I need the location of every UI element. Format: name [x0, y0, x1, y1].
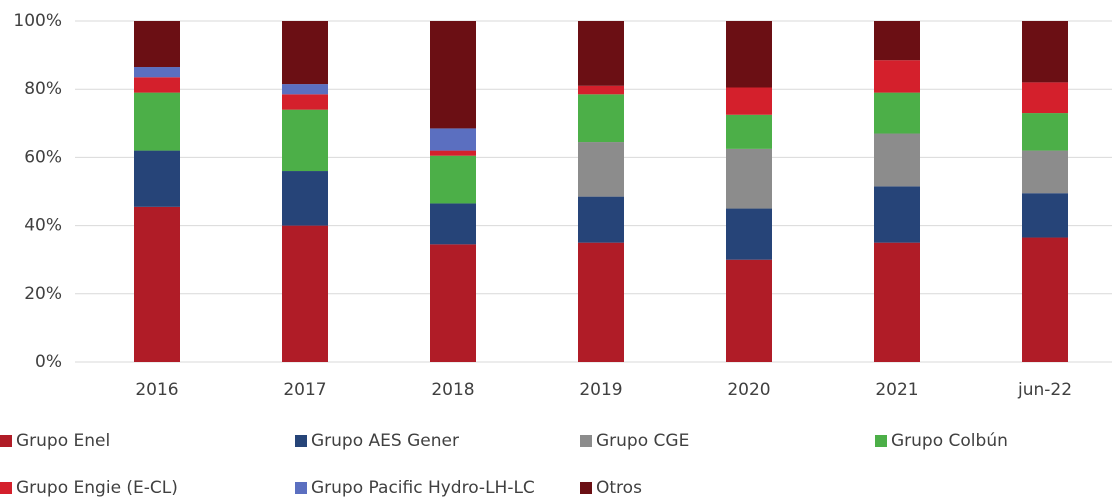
legend-swatch: [580, 435, 592, 447]
bar-segment: [874, 21, 920, 61]
bar-segment: [282, 109, 328, 172]
bar-segment: [726, 87, 772, 115]
legend-label: Grupo Pacific Hydro-LH-LC: [311, 478, 535, 498]
bar-segment: [874, 186, 920, 243]
y-tick-label: 60%: [24, 147, 62, 167]
legend-label: Grupo Enel: [16, 431, 110, 451]
bar-segment: [726, 148, 772, 209]
y-tick-label: 0%: [35, 352, 62, 372]
bar-segment: [430, 155, 476, 204]
bar-segment: [578, 85, 624, 95]
x-tick-label: 2020: [727, 380, 770, 400]
legend-swatch: [0, 482, 12, 494]
x-tick-label: 2021: [875, 380, 918, 400]
bar-segment: [430, 203, 476, 245]
x-tick-label: 2017: [283, 380, 326, 400]
bar-segment: [282, 21, 328, 85]
bar-segment: [282, 94, 328, 110]
bar-segment: [1022, 150, 1068, 194]
bar-segment: [874, 133, 920, 187]
bar-segment: [578, 242, 624, 362]
legend-swatch: [295, 482, 307, 494]
legend-swatch: [295, 435, 307, 447]
x-tick-label: 2018: [431, 380, 474, 400]
y-tick-label: 40%: [24, 216, 62, 236]
legend-swatch: [875, 435, 887, 447]
legend-label: Grupo Colbún: [891, 431, 1008, 451]
bar-segment: [430, 21, 476, 129]
bar-segment: [430, 128, 476, 151]
legend-swatch: [0, 435, 12, 447]
bar-segment: [578, 21, 624, 86]
bar-segment: [578, 142, 624, 197]
bar-segment: [578, 94, 624, 143]
bar-segment: [726, 259, 772, 362]
bar-segment: [1022, 21, 1068, 83]
bar-segment: [134, 77, 180, 93]
legend-label: Grupo AES Gener: [311, 431, 459, 451]
bar-segment: [134, 150, 180, 207]
bar-segment: [1022, 193, 1068, 238]
bar-segment: [1022, 237, 1068, 362]
bar-segment: [134, 92, 180, 151]
y-tick-label: 100%: [13, 11, 62, 31]
x-tick-label: 2016: [135, 380, 178, 400]
bar-segment: [726, 114, 772, 149]
bar-segment: [134, 21, 180, 68]
bar-segment: [134, 206, 180, 362]
x-tick-label: jun-22: [1017, 380, 1072, 400]
bar-segment: [874, 242, 920, 362]
bar-segment: [430, 150, 476, 156]
bar-segment: [282, 171, 328, 226]
legend-label: Grupo CGE: [596, 431, 689, 451]
bar-segment: [282, 84, 328, 95]
legend-label: Grupo Engie (E-CL): [16, 478, 178, 498]
bar-segment: [134, 67, 180, 78]
x-tick-label: 2019: [579, 380, 622, 400]
bar-segment: [1022, 82, 1068, 114]
bar-segment: [1022, 113, 1068, 151]
bar-segment: [726, 21, 772, 88]
bar-segment: [578, 196, 624, 243]
bar-segment: [430, 244, 476, 362]
bar-segment: [726, 208, 772, 260]
bar-segment: [874, 92, 920, 134]
y-tick-label: 20%: [24, 284, 62, 304]
bar-segment: [874, 60, 920, 93]
y-tick-label: 80%: [24, 79, 62, 99]
legend-swatch: [580, 482, 592, 494]
bar-segment: [282, 225, 328, 362]
legend-label: Otros: [596, 478, 642, 498]
